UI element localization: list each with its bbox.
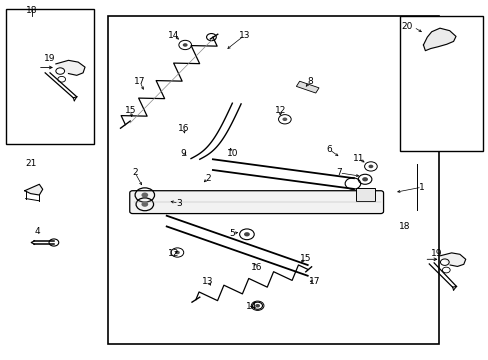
Circle shape bbox=[282, 117, 287, 121]
Text: 15: 15 bbox=[124, 106, 136, 115]
Text: 12: 12 bbox=[168, 249, 179, 258]
Circle shape bbox=[244, 232, 249, 237]
Text: 4: 4 bbox=[35, 227, 41, 236]
Text: 17: 17 bbox=[134, 77, 145, 86]
Text: 11: 11 bbox=[352, 154, 364, 163]
Text: 16: 16 bbox=[178, 124, 189, 133]
Text: 6: 6 bbox=[326, 145, 332, 154]
Text: 10: 10 bbox=[226, 149, 238, 158]
Text: 1: 1 bbox=[418, 183, 424, 192]
Circle shape bbox=[255, 304, 260, 307]
Circle shape bbox=[141, 202, 148, 207]
Circle shape bbox=[183, 43, 187, 47]
Text: 8: 8 bbox=[306, 77, 312, 86]
Text: 3: 3 bbox=[176, 199, 182, 208]
Polygon shape bbox=[25, 184, 42, 195]
Bar bbox=[108, 16, 438, 344]
Text: 13: 13 bbox=[238, 31, 250, 40]
Polygon shape bbox=[423, 28, 455, 51]
Text: 12: 12 bbox=[275, 106, 286, 115]
Polygon shape bbox=[296, 81, 318, 93]
Text: 18: 18 bbox=[26, 6, 38, 15]
Text: 18: 18 bbox=[398, 222, 410, 231]
Text: 13: 13 bbox=[202, 277, 213, 286]
Bar bbox=[6, 9, 94, 144]
Text: 16: 16 bbox=[250, 263, 262, 272]
Text: 9: 9 bbox=[181, 149, 186, 158]
Bar bbox=[399, 16, 482, 152]
Text: 2: 2 bbox=[132, 168, 138, 177]
Circle shape bbox=[175, 251, 180, 254]
FancyBboxPatch shape bbox=[129, 191, 383, 213]
Circle shape bbox=[141, 193, 148, 198]
Circle shape bbox=[362, 177, 367, 181]
Text: 20: 20 bbox=[401, 22, 412, 31]
Polygon shape bbox=[440, 253, 465, 266]
Circle shape bbox=[368, 165, 372, 168]
Text: 5: 5 bbox=[229, 229, 235, 238]
Text: 19: 19 bbox=[430, 249, 442, 258]
Text: 2: 2 bbox=[205, 174, 210, 183]
Text: 21: 21 bbox=[25, 159, 36, 168]
Text: 7: 7 bbox=[336, 168, 342, 177]
Text: 14: 14 bbox=[245, 302, 257, 311]
Text: 19: 19 bbox=[44, 54, 56, 63]
Text: 17: 17 bbox=[308, 277, 320, 286]
Text: 15: 15 bbox=[299, 254, 310, 263]
Bar bbox=[356, 188, 374, 202]
Text: 14: 14 bbox=[168, 31, 179, 40]
Polygon shape bbox=[56, 60, 85, 75]
